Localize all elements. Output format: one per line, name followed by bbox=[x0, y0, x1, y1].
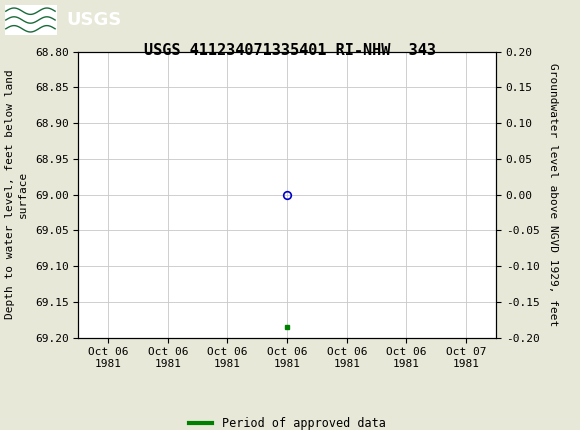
Y-axis label: Depth to water level, feet below land
surface: Depth to water level, feet below land su… bbox=[5, 70, 28, 319]
Legend: Period of approved data: Period of approved data bbox=[184, 412, 390, 430]
Text: USGS: USGS bbox=[67, 11, 122, 29]
Text: USGS 411234071335401 RI-NHW  343: USGS 411234071335401 RI-NHW 343 bbox=[144, 43, 436, 58]
FancyBboxPatch shape bbox=[5, 5, 57, 35]
Y-axis label: Groundwater level above NGVD 1929, feet: Groundwater level above NGVD 1929, feet bbox=[548, 63, 558, 326]
